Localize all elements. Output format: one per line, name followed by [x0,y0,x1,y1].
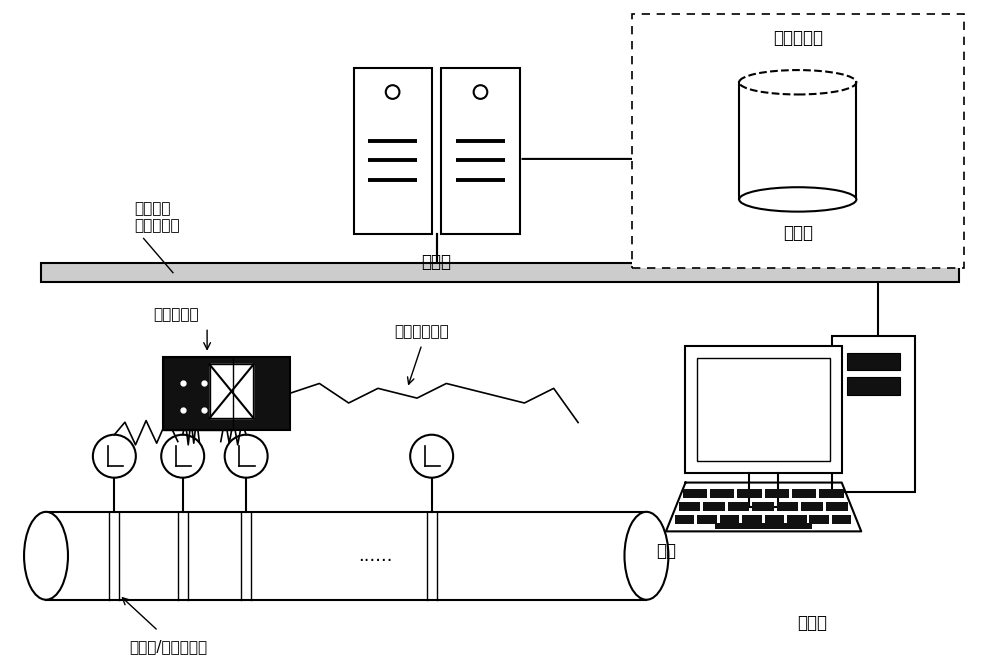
Text: 服务器内部: 服务器内部 [773,28,823,47]
Bar [697,358,830,461]
Bar [715,523,812,529]
Bar [847,352,900,370]
Circle shape [386,85,399,99]
Ellipse shape [624,512,668,600]
Bar [697,515,717,523]
Bar [210,364,253,418]
Bar [703,502,725,511]
Text: 服务器: 服务器 [422,253,452,271]
Bar [819,490,844,498]
Bar [826,502,848,511]
Circle shape [93,435,136,478]
Bar [632,14,964,268]
Bar [777,502,798,511]
Bar [46,512,646,600]
Ellipse shape [24,512,68,600]
Circle shape [225,435,268,478]
Bar [354,67,432,234]
Bar [163,356,233,430]
Bar [737,490,762,498]
Text: 数据库: 数据库 [783,224,813,242]
Bar [683,490,707,498]
Text: 通信链路
（局域网）: 通信链路 （局域网） [134,201,180,234]
Text: 管道: 管道 [656,542,676,560]
Bar [679,502,700,511]
Bar [163,356,290,430]
Ellipse shape [739,70,856,94]
Bar [742,515,762,523]
Circle shape [474,85,487,99]
Bar [832,336,915,492]
Bar [685,346,842,473]
Text: ......: ...... [358,546,393,565]
Bar [787,515,807,523]
Bar [809,515,829,523]
Circle shape [161,435,204,478]
Bar [728,502,749,511]
Bar [801,502,823,511]
Text: 计算机: 计算机 [797,614,827,632]
Bar [765,490,789,498]
Text: 数据采集卡: 数据采集卡 [153,308,199,323]
Bar [752,502,774,511]
Bar [675,515,694,523]
Text: 流量计/流量传感器: 流量计/流量传感器 [129,639,207,654]
Bar [792,490,816,498]
Bar [847,377,900,395]
Circle shape [410,435,453,478]
Bar [210,364,253,418]
Bar [41,263,959,282]
Bar [832,515,851,523]
Bar [765,515,784,523]
Bar [710,490,734,498]
Bar [441,67,520,234]
Ellipse shape [739,187,856,212]
Bar [720,515,739,523]
Bar [739,82,856,199]
Text: 通用串行总线: 通用串行总线 [395,325,449,339]
